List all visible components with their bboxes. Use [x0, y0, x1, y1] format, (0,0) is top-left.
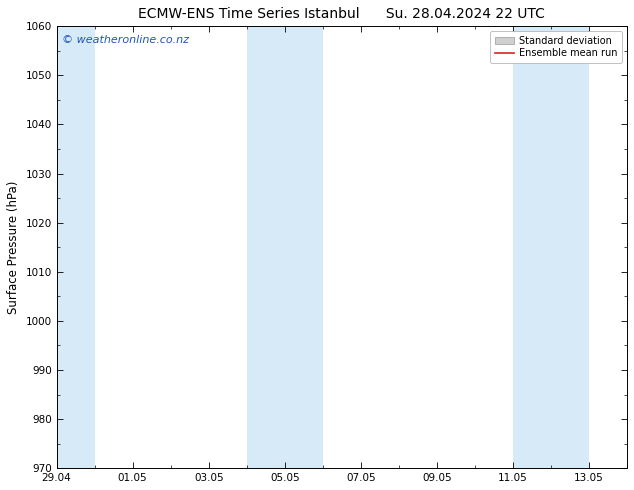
Title: ECMW-ENS Time Series Istanbul      Su. 28.04.2024 22 UTC: ECMW-ENS Time Series Istanbul Su. 28.04.…: [138, 7, 545, 21]
Bar: [247, 26, 323, 468]
Y-axis label: Surface Pressure (hPa): Surface Pressure (hPa): [7, 180, 20, 314]
Legend: Standard deviation, Ensemble mean run: Standard deviation, Ensemble mean run: [489, 31, 622, 63]
Bar: [513, 26, 589, 468]
Text: © weatheronline.co.nz: © weatheronline.co.nz: [62, 35, 190, 45]
Bar: [56, 26, 94, 468]
